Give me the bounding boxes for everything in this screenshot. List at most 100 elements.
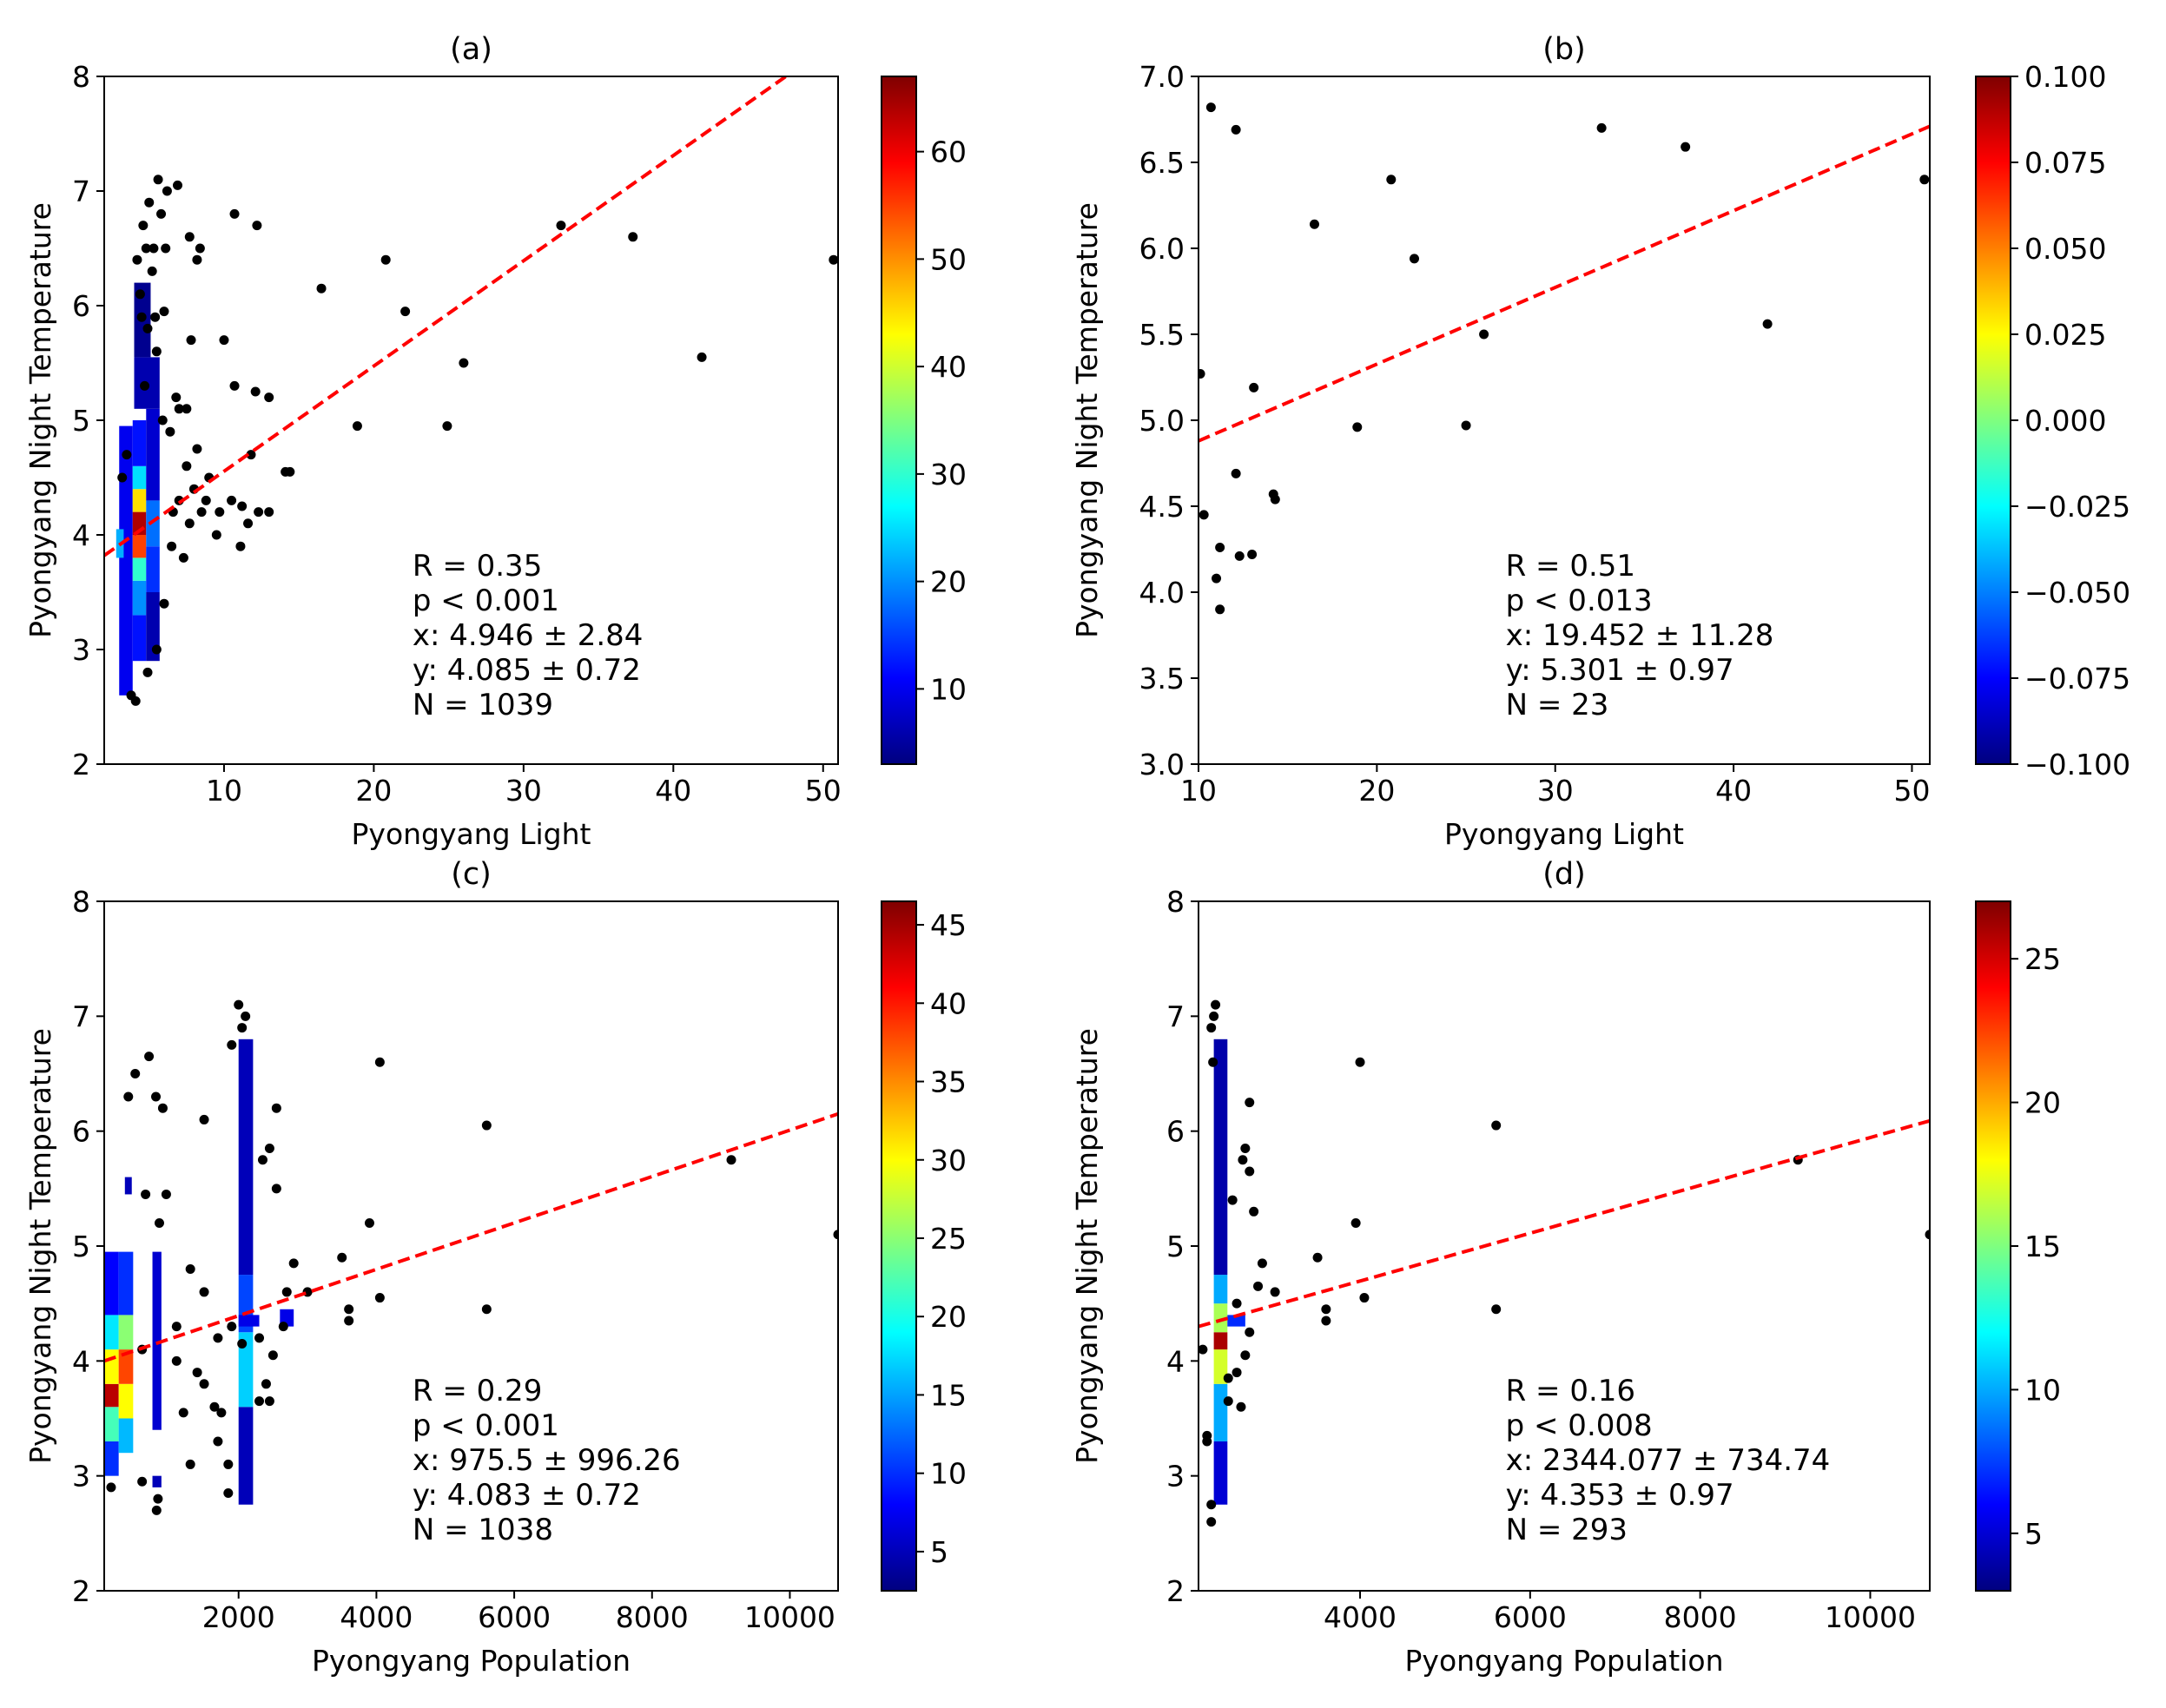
data-point [213, 1333, 223, 1343]
data-point [352, 421, 362, 432]
data-point [150, 312, 161, 322]
data-point [182, 461, 192, 472]
stats-line: p < 0.001 [413, 1408, 559, 1443]
data-point [132, 254, 142, 265]
density-cell [132, 465, 147, 490]
density-cell [104, 1315, 119, 1350]
data-point [154, 1218, 164, 1229]
data-point [1321, 1316, 1331, 1326]
data-point [254, 1396, 265, 1407]
data-point [271, 1184, 281, 1194]
data-point [227, 1322, 237, 1332]
data-point [1321, 1304, 1331, 1315]
data-point [153, 175, 163, 185]
data-point [243, 518, 254, 529]
x-tick-label: 40 [655, 774, 691, 808]
y-tick-label: 7.0 [1139, 60, 1185, 94]
panel-title: (a) [450, 32, 492, 67]
y-tick-label: 6 [72, 289, 90, 323]
colorbar-c: 5 10 15 20 25 30 35 40 45 [881, 900, 967, 1592]
data-point [144, 1052, 155, 1062]
data-point [162, 186, 172, 196]
data-point [1409, 254, 1419, 264]
data-point [192, 444, 202, 454]
data-point [1199, 369, 1205, 379]
data-point [400, 307, 411, 317]
data-point [196, 507, 207, 518]
data-point [199, 1114, 209, 1124]
density-cell [1213, 1349, 1228, 1384]
colorbar-tick-label: 35 [930, 1065, 967, 1099]
panel-title: (b) [1542, 32, 1586, 67]
data-point [1211, 999, 1221, 1010]
x-axis-label: Pyongyang Light [352, 817, 591, 851]
colorbar-tick-label: 0.075 [2024, 146, 2106, 180]
data-point [364, 1218, 374, 1229]
density-cell [146, 408, 160, 501]
density-cell [132, 615, 147, 662]
x-tick-label: 10 [1180, 774, 1217, 808]
density-cell [238, 1315, 260, 1327]
colorbar-tick-label: 10 [930, 1457, 967, 1491]
data-point [227, 1039, 237, 1050]
data-point [1231, 124, 1241, 135]
data-point [1352, 422, 1363, 432]
panel-c: 2000 4000 6000 8000 100002345678(c)Pyongyang… [23, 857, 967, 1678]
density-cell [104, 1441, 119, 1476]
y-tick-label: 3.5 [1139, 662, 1185, 696]
plot-area-b [1199, 102, 1930, 615]
data-point [1309, 219, 1319, 229]
data-point [316, 283, 327, 293]
data-point [147, 266, 157, 276]
data-point [459, 358, 469, 368]
y-tick-label: 6.0 [1139, 232, 1185, 266]
data-point [1249, 382, 1259, 392]
density-cell [1213, 1039, 1228, 1276]
data-point [1208, 1057, 1218, 1067]
data-point [151, 644, 162, 655]
data-point [106, 1482, 116, 1493]
stats-line: p < 0.013 [1506, 584, 1653, 618]
y-axis-label: Pyongyang Night Temperature [23, 202, 57, 638]
data-point [130, 1069, 141, 1078]
density-cell [132, 580, 147, 616]
data-point [195, 243, 205, 254]
data-point [697, 352, 707, 362]
regression-line [1199, 1118, 1930, 1329]
x-tick-label: 8000 [616, 1600, 689, 1634]
data-point [246, 450, 256, 460]
x-tick-label: 10 [206, 774, 242, 808]
colorbar-b: −0.100 −0.075 −0.050 −0.025 0.000 0.025 0.050 0… [1975, 60, 2130, 781]
data-point [1212, 573, 1222, 584]
x-tick-label: 50 [805, 774, 842, 808]
data-point [1232, 1298, 1242, 1309]
y-tick-label: 4.5 [1139, 490, 1185, 524]
colorbar-a: 10 20 30 40 50 60 [881, 76, 967, 765]
data-point [192, 254, 202, 265]
y-tick-label: 3 [72, 1460, 90, 1494]
data-point [1386, 175, 1397, 185]
stats-line: x: 2344.077 ± 734.74 [1506, 1443, 1831, 1478]
data-point [285, 466, 295, 477]
colorbar-tick-label: 10 [930, 672, 967, 706]
density-cell [104, 1383, 119, 1408]
density-cell [118, 1383, 134, 1419]
data-point [135, 289, 145, 300]
stats-line: R = 0.51 [1506, 549, 1635, 584]
y-tick-label: 7 [72, 175, 90, 208]
x-tick-label: 4000 [1324, 1600, 1397, 1634]
data-point [235, 541, 246, 551]
stats-line: y: 4.353 ± 0.97 [1506, 1478, 1734, 1513]
panel-a: 10 20 30 40 50 2 3 4 5 6 7 8 (a) Pyongyang Light Pyong… [23, 32, 967, 851]
data-point [374, 1293, 385, 1303]
data-point [1238, 1155, 1248, 1165]
y-tick-label: 2 [1166, 1574, 1185, 1608]
y-tick-label: 6.5 [1139, 146, 1185, 180]
colorbar-d: 5 10 15 20 25 [1975, 900, 2061, 1592]
data-point [161, 243, 171, 254]
data-point [141, 243, 151, 254]
y-tick-label: 2 [72, 748, 90, 781]
data-point [1461, 420, 1471, 431]
colorbar-tick-label: 15 [930, 1378, 967, 1412]
